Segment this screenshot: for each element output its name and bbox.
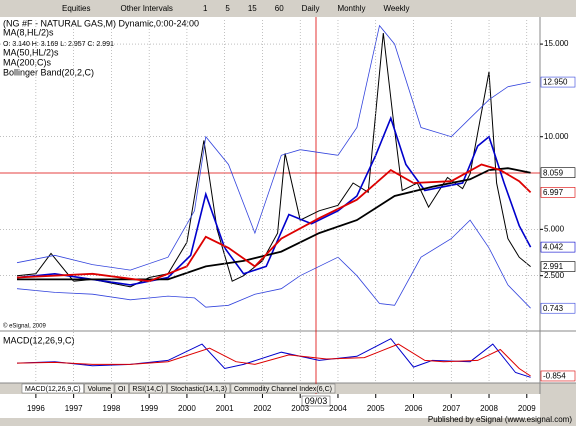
x-tick-label: 1997 [65,404,83,413]
x-tick-label: 2003 [291,404,309,413]
toolbar-button[interactable]: Weekly [383,4,409,13]
x-tick-label: 2000 [178,404,196,413]
toolbar-button[interactable]: Daily [302,4,320,13]
series-line [16,163,532,283]
toolbar-button[interactable]: 5 [225,4,230,13]
value-tag-label: -0.854 [543,372,566,381]
value-tag-label: 8.059 [543,168,564,177]
macd-title: MACD(12,26,9,C) [3,335,75,345]
toolbar-button[interactable]: Other Intervals [120,4,172,13]
tab-label[interactable]: RSI(14,C) [132,386,163,393]
toolbar-button[interactable]: 1 [203,4,208,13]
x-tick-label: 2002 [254,404,272,413]
tab[interactable] [21,383,84,394]
ohlc-readout: O: 3.140 H: 3.169 L: 2.957 C: 2.991 [3,41,114,48]
x-tick-label: 1998 [103,404,121,413]
tab[interactable] [230,383,336,394]
value-tag [540,370,576,382]
series-line [16,115,532,286]
value-tag-label: 4.042 [543,243,564,252]
footer: Published by eSignal (www.esignal.com) [428,415,572,424]
series-line [17,167,531,281]
x-tick-label: 2004 [329,404,347,413]
x-tick-label: 1999 [140,404,158,413]
legend-entry: MA(200,C)s [3,57,52,67]
x-axis-area [0,394,540,418]
toolbar-items: Equities Other Intervals 1 5 15 60 Daily Monthl… [62,4,410,13]
value-tag [540,241,576,253]
cursor-label: 09/03 [305,396,328,406]
value-tag [540,187,576,198]
value-tag-label: 6.997 [543,188,564,197]
tabs: MACD(12,26,9,C) Volume OI RSI(14,C) Stochast… [21,383,336,394]
x-tick-label: 2001 [216,404,234,413]
toolbar-button[interactable]: Equities [62,4,90,13]
tab-label[interactable]: Volume [88,386,111,393]
tab[interactable] [114,383,129,394]
y-tick-label: 10.000 [544,132,569,141]
series-line [16,32,531,288]
legend-entry: MA(50,HL/2)s [3,47,59,57]
value-tag [540,302,576,314]
toolbar-button[interactable]: Monthly [337,4,365,13]
value-tag [540,167,576,178]
tab-label[interactable]: Commodity Channel Index(6,C) [234,386,332,393]
value-tag-label: 0.743 [543,304,564,313]
x-tick-label: 2007 [442,404,460,413]
x-tick-label: 2008 [480,404,498,413]
y-tick-label: 2.500 [544,271,565,280]
toolbar-button[interactable]: 15 [248,4,257,13]
toolbar [0,0,576,17]
value-tag [540,76,576,88]
x-tick-label: 1996 [27,404,45,413]
value-tag [540,261,576,272]
tab-label[interactable]: Stochastic(14,1,3) [171,386,227,393]
toolbar-button[interactable]: 60 [275,4,284,13]
legend-entry: MA(8,HL/2)s [3,27,54,37]
tab[interactable] [84,383,115,394]
series-line [16,343,531,377]
legend-entry: Bollinger Band(20,2,C) [3,67,94,77]
y-tick-label: 5.000 [544,224,565,233]
watermark: © eSignal, 2009 [3,323,46,330]
chart-title: (NG #F - NATURAL GAS,M) Dynamic,0:00-24:… [3,18,199,28]
value-tag-label: 12.950 [543,78,568,87]
tab[interactable] [167,383,231,394]
tab[interactable] [129,383,167,394]
x-tick-label: 2006 [405,404,423,413]
tab-label[interactable]: MACD(12,26,9,C) [25,386,81,393]
tab-label[interactable]: OI [118,386,125,393]
y-tick-label: 15.000 [544,39,569,48]
cursor-tag [301,395,331,407]
value-tag-label: 2.991 [543,262,564,271]
x-tick-label: 2005 [367,404,385,413]
x-tick-label: 2009 [518,404,536,413]
